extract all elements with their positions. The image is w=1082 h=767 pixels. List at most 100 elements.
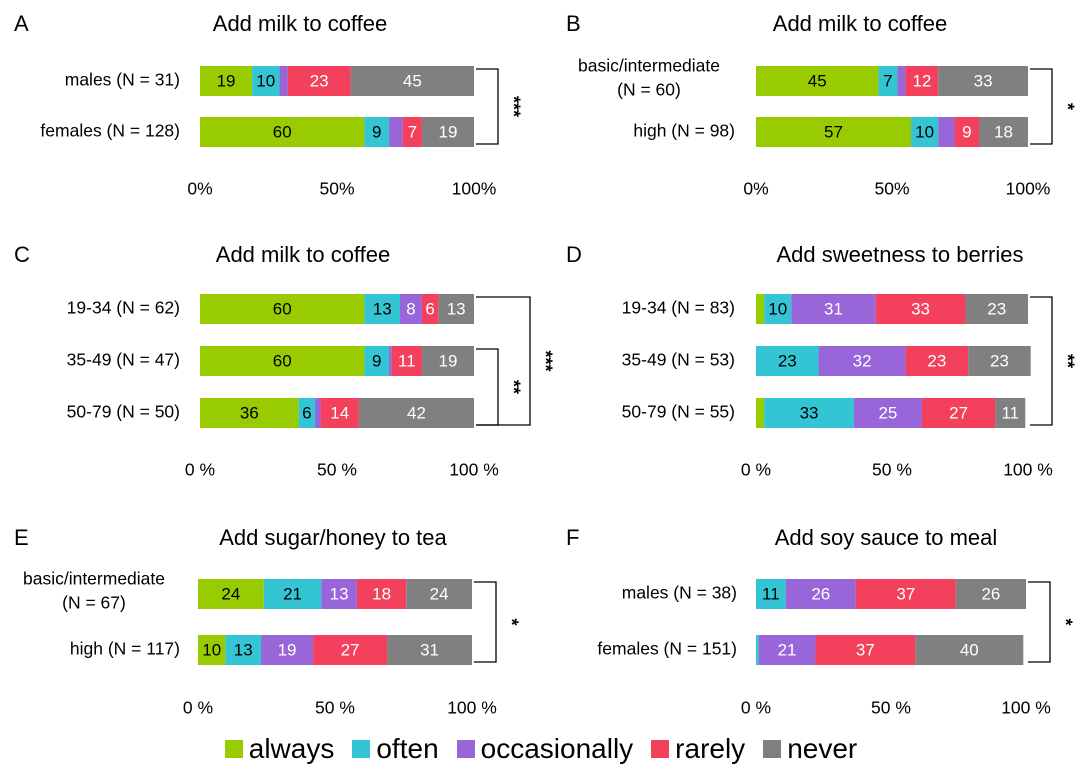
legend-label-occasionally: occasionally <box>480 733 634 764</box>
bar-segment-never <box>350 66 474 96</box>
panel-letter: A <box>14 11 29 36</box>
legend-swatch-never <box>763 740 782 758</box>
significance-label: ** <box>1057 354 1077 368</box>
bar-segment-never <box>358 398 474 428</box>
bar-segment-rarely <box>921 398 996 428</box>
data-label: 25 <box>878 403 897 422</box>
data-label: 19 <box>278 640 297 659</box>
bar-segment-rarely <box>402 117 422 147</box>
panel-letter: C <box>14 242 30 267</box>
bar-segment-rarely <box>287 66 351 96</box>
data-label: 57 <box>824 122 843 141</box>
data-label: 18 <box>994 122 1013 141</box>
data-label: 27 <box>341 640 360 659</box>
bar-segment-rarely <box>391 346 422 376</box>
x-tick-label: 0 % <box>185 460 215 480</box>
data-label: 23 <box>990 351 1009 370</box>
category-label: males (N = 31) <box>65 70 180 90</box>
legend-label-always: always <box>248 733 335 764</box>
panel-letter: E <box>14 525 29 550</box>
x-tick-label: 0% <box>743 179 768 199</box>
x-tick-label: 0% <box>187 179 212 199</box>
data-label: 32 <box>853 351 872 370</box>
data-label: 13 <box>234 640 253 659</box>
data-label: 26 <box>981 584 1000 603</box>
data-label: 10 <box>256 71 275 90</box>
bar-segment-rarely <box>421 294 439 324</box>
data-label: 23 <box>987 299 1006 318</box>
bar-segment-occasionally <box>389 346 392 376</box>
bar-segment-occasionally <box>758 635 816 665</box>
data-label: 40 <box>960 640 979 659</box>
legend: always often occasionally rarely never <box>0 732 1082 766</box>
bar-segment-never <box>968 346 1031 376</box>
category-label: males (N = 38) <box>622 583 737 603</box>
data-label: 10 <box>915 122 934 141</box>
panel-letter: D <box>566 242 582 267</box>
data-label: 33 <box>974 71 993 90</box>
legend-label-rarely: rarely <box>675 733 746 764</box>
bar-segment-occasionally <box>897 66 906 96</box>
data-label: 45 <box>808 71 827 90</box>
bar-segment-never <box>387 635 472 665</box>
category-label: 35-49 (N = 53) <box>622 350 735 370</box>
chart-title: Add milk to coffee <box>773 11 947 36</box>
x-tick-label: 0 % <box>183 698 213 718</box>
data-label: 24 <box>430 584 449 603</box>
category-label: 50-79 (N = 55) <box>622 402 735 422</box>
data-label: 60 <box>273 122 292 141</box>
bar-segment-often <box>764 398 854 428</box>
data-label: 26 <box>811 584 830 603</box>
data-label: 36 <box>240 403 259 422</box>
data-label: 24 <box>221 584 240 603</box>
significance-label: * <box>1057 103 1077 110</box>
bar-segment-often <box>756 579 786 609</box>
chart-title: Add milk to coffee <box>216 242 390 267</box>
panel-A: A Add milk to coffee males (N = 31) females… <box>14 11 523 199</box>
x-tick-label: 50% <box>319 179 354 199</box>
significance-label: *** <box>535 350 555 371</box>
bar-segment-always <box>200 398 299 428</box>
legend-swatch-always <box>224 740 243 758</box>
bar-segment-often <box>364 117 390 147</box>
data-label: 19 <box>439 351 458 370</box>
data-label: 13 <box>330 584 349 603</box>
chart-title: Add milk to coffee <box>213 11 387 36</box>
significance-bracket <box>476 348 499 426</box>
data-label: 11 <box>1001 403 1019 422</box>
data-label: 7 <box>883 71 892 90</box>
category-label: females (N = 128) <box>40 121 180 141</box>
bar-segment-always <box>198 579 264 609</box>
data-label: 12 <box>912 71 931 90</box>
panel-F: F Add soy sauce to meal males (N = 38) fema… <box>566 525 1075 718</box>
bar-segment-always <box>756 294 765 324</box>
bar-segment-occasionally <box>400 294 422 324</box>
significance-label: ** <box>503 380 523 394</box>
chart-title: Add soy sauce to meal <box>775 525 998 550</box>
legend-item-occasionally: occasionally <box>456 733 634 765</box>
bar-segment-occasionally <box>261 635 314 665</box>
bar-segment-never <box>965 294 1028 324</box>
data-label: 42 <box>407 403 426 422</box>
bar-segment-rarely <box>905 66 939 96</box>
category-label: females (N = 151) <box>597 639 737 659</box>
data-label: 11 <box>762 584 780 603</box>
data-label: 23 <box>778 351 797 370</box>
x-tick-label: 50 % <box>317 460 357 480</box>
bar-segment-always <box>198 635 226 665</box>
legend-label-often: often <box>376 733 439 764</box>
chart-title: Add sugar/honey to tea <box>219 525 447 550</box>
x-tick-label: 50 % <box>871 698 911 718</box>
bar-segment-never <box>979 117 1028 147</box>
data-label: 19 <box>217 71 236 90</box>
bar-segment-never <box>438 294 474 324</box>
x-tick-label: 100 % <box>449 460 499 480</box>
bar-segment-occasionally <box>315 398 321 428</box>
data-label: 33 <box>800 403 819 422</box>
category-label: basic/intermediate (N = 60) <box>578 56 720 100</box>
significance-label: * <box>501 618 521 625</box>
panel-D: D Add sweetness to berries 19-34 (N = 83) 3… <box>566 242 1077 480</box>
data-label: 11 <box>398 351 416 370</box>
data-label: 31 <box>420 640 439 659</box>
